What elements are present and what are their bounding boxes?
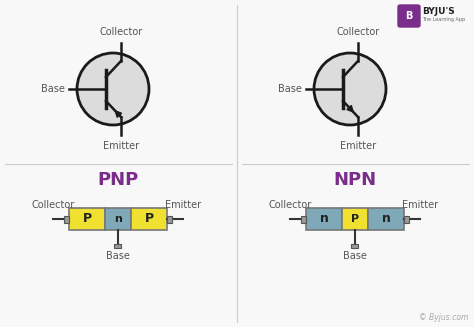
Text: Collector: Collector: [31, 200, 74, 210]
Text: Base: Base: [278, 84, 302, 94]
Text: The Learning App: The Learning App: [422, 18, 465, 23]
Bar: [131, 208, 167, 230]
Text: Collector: Collector: [337, 27, 380, 37]
Text: Emitter: Emitter: [103, 141, 139, 151]
Bar: [342, 208, 368, 230]
Text: Base: Base: [41, 84, 65, 94]
Bar: [167, 215, 172, 222]
Text: n: n: [114, 214, 122, 224]
Bar: [69, 208, 105, 230]
Bar: [64, 215, 69, 222]
Text: n: n: [319, 213, 328, 226]
Bar: [352, 244, 358, 248]
Text: P: P: [145, 213, 154, 226]
Circle shape: [314, 53, 386, 125]
Bar: [301, 215, 306, 222]
Text: Emitter: Emitter: [165, 200, 201, 210]
Bar: [115, 244, 121, 248]
Text: BYJU'S: BYJU'S: [422, 8, 455, 16]
Text: B: B: [405, 11, 413, 21]
Bar: [105, 208, 131, 230]
Text: n: n: [382, 213, 391, 226]
Text: Emitter: Emitter: [340, 141, 376, 151]
Text: NPN: NPN: [333, 171, 376, 189]
Text: Collector: Collector: [100, 27, 143, 37]
Bar: [368, 208, 404, 230]
Text: Base: Base: [343, 251, 367, 261]
Text: Base: Base: [106, 251, 130, 261]
Bar: [306, 208, 342, 230]
Text: P: P: [82, 213, 91, 226]
Text: Collector: Collector: [268, 200, 311, 210]
Text: Emitter: Emitter: [402, 200, 438, 210]
Bar: [404, 215, 409, 222]
Text: PNP: PNP: [97, 171, 138, 189]
FancyBboxPatch shape: [398, 5, 420, 27]
Text: © Byjus.com: © Byjus.com: [419, 313, 468, 322]
Text: P: P: [351, 214, 359, 224]
Circle shape: [77, 53, 149, 125]
